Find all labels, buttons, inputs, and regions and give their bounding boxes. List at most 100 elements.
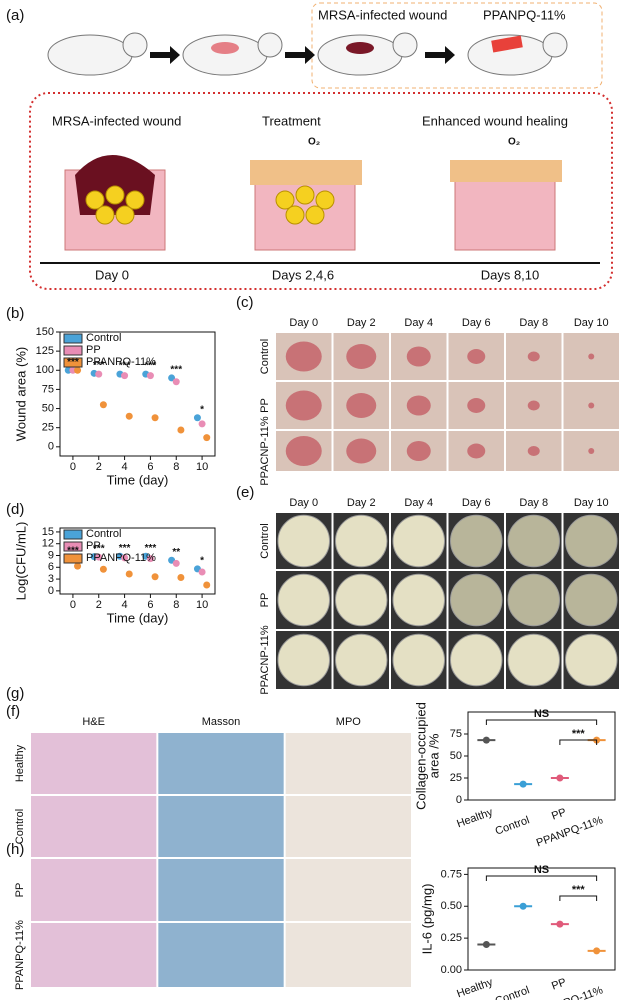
data-point (121, 554, 129, 562)
petri-dish (565, 633, 618, 687)
petri-dish (277, 514, 330, 568)
significance: *** (93, 543, 105, 554)
wound (211, 42, 239, 54)
petri-dish (392, 573, 445, 627)
significance: *** (572, 728, 586, 740)
petri-dish (335, 633, 388, 687)
data-point (482, 736, 490, 744)
wound (406, 346, 431, 367)
detail-box (29, 92, 613, 290)
stage-title: Enhanced wound healing (422, 113, 568, 128)
column-label: Day 6 (462, 497, 491, 509)
oxygen: O₂ (508, 137, 520, 148)
image-cell (31, 859, 157, 921)
significance: *** (145, 543, 157, 554)
image-cell (158, 733, 284, 794)
x-tick-label: Healthy (455, 976, 495, 1000)
row-label: PPACNP-11% (259, 416, 271, 486)
petri-dish (335, 573, 388, 627)
panel-label: (d) (6, 501, 24, 518)
data-point (556, 774, 564, 782)
column-label: Day 2 (347, 497, 376, 509)
data-point (168, 374, 176, 382)
x-tick-label: PPANPQ-11% (535, 814, 605, 849)
timeline-label: Days 2,4,6 (272, 267, 334, 282)
significance: *** (67, 546, 79, 557)
panel-label: (h) (6, 841, 24, 858)
x-tick-label: PPANPQ-11% (535, 984, 605, 1000)
x-tick-label: 4 (122, 461, 128, 473)
y-tick-label: 25 (42, 422, 54, 434)
x-tick-label: 2 (96, 599, 102, 611)
y-tick-label: 12 (42, 538, 54, 550)
petri-dish (565, 573, 618, 627)
legend-label: Control (86, 528, 121, 540)
petri-dish (507, 514, 560, 568)
legend-swatch (63, 553, 83, 564)
legend-label: Control (86, 332, 121, 344)
bracket (559, 739, 598, 745)
y-axis-label: Collagen-occupied (413, 702, 428, 810)
data-point (203, 434, 211, 442)
data-point (151, 414, 159, 422)
y-tick-label: 75 (450, 728, 462, 740)
x-tick-label: Healthy (455, 806, 495, 830)
petri-dish (507, 573, 560, 627)
petri-dish (507, 633, 560, 687)
legend-swatch (63, 333, 83, 344)
data-point (74, 366, 82, 374)
x-tick-label: PP (550, 976, 568, 992)
x-tick-label: Control (494, 814, 531, 837)
column-label: Masson (202, 716, 241, 728)
y-tick-label: 0.25 (441, 932, 462, 944)
wound (406, 395, 431, 416)
axes-frame (467, 867, 616, 971)
petri-dish (392, 633, 445, 687)
data-point (95, 553, 103, 561)
data-point (99, 401, 107, 409)
data-point (95, 370, 103, 378)
panel-label: (a) (6, 7, 24, 24)
data-point (99, 565, 107, 573)
y-tick-label: 0.50 (441, 900, 462, 912)
patch (491, 35, 523, 53)
row-label: Control (259, 523, 271, 558)
x-tick-label: 8 (173, 599, 179, 611)
petri-dish (450, 514, 503, 568)
wound (285, 390, 322, 421)
data-point (172, 559, 180, 567)
y-axis-label: Log(CFU/mL) (13, 522, 28, 601)
legend-label: PPANPQ-11% (86, 552, 156, 564)
panel-label: (f) (6, 703, 20, 720)
petri-dish (335, 514, 388, 568)
petri-dish (277, 633, 330, 687)
x-tick-label: 6 (147, 599, 153, 611)
image-cell (285, 859, 411, 921)
significance: *** (119, 543, 131, 554)
panel-label: (g) (6, 685, 24, 702)
wound (527, 400, 540, 411)
x-axis-label: Time (day) (107, 610, 169, 625)
petri-dish (565, 514, 618, 568)
data-point (198, 568, 206, 576)
y-axis-label: Wound area (%) (13, 347, 28, 441)
axes-frame (59, 331, 216, 457)
image-cell (285, 923, 411, 987)
row-label: Control (259, 339, 271, 374)
y-axis-label: area /% (426, 733, 441, 778)
petri-dish (450, 573, 503, 627)
legend-label: PPANPQ-11% (86, 356, 156, 368)
panel-label: (c) (236, 294, 254, 311)
y-tick-label: 25 (450, 772, 462, 784)
column-label: Day 4 (404, 497, 433, 509)
wound (346, 393, 377, 418)
skin-blocks (64, 155, 562, 251)
callout: PPANPQ-11% (483, 7, 566, 22)
row-label: Healthy (14, 744, 26, 782)
significance: *** (145, 361, 157, 372)
arrows (150, 46, 455, 64)
data-point (177, 574, 185, 581)
wound (346, 344, 377, 369)
significance: *** (93, 360, 105, 371)
image-cell (31, 733, 157, 794)
